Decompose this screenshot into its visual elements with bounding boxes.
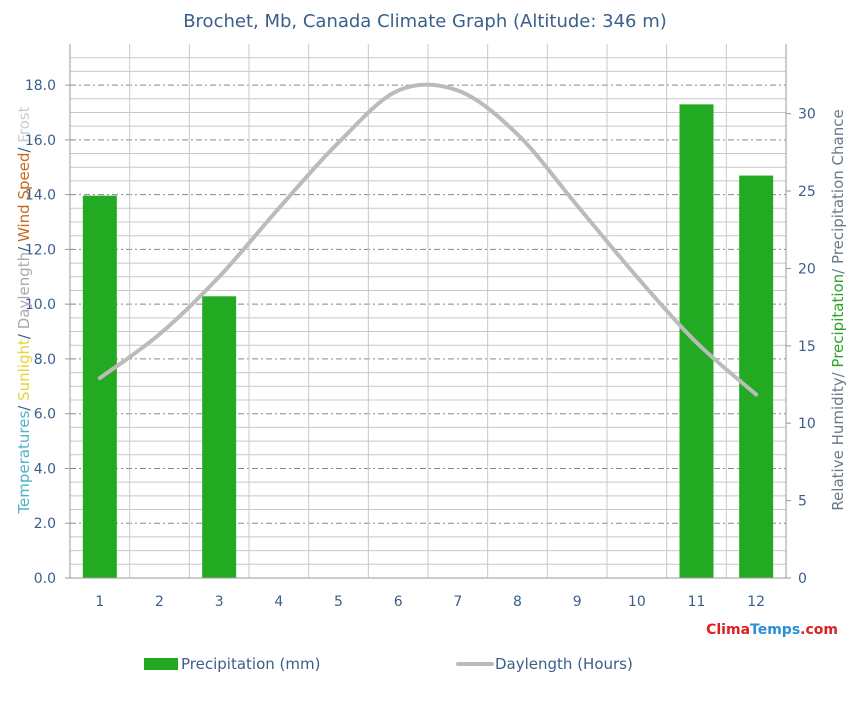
brand-logo: ClimaTemps.com xyxy=(706,622,838,638)
left-tick-label: 16.0 xyxy=(25,133,56,149)
axis-label-part: Daylength xyxy=(15,252,33,329)
x-tick-label: 3 xyxy=(215,594,224,610)
right-tick-label: 20 xyxy=(798,261,816,277)
brand-part: Clima xyxy=(706,622,750,638)
axes xyxy=(69,44,787,579)
left-tick-label: 14.0 xyxy=(25,188,56,204)
legend-swatch-precipitation xyxy=(144,658,178,670)
axis-label-part: Precipitation xyxy=(829,274,847,368)
x-tick-label: 10 xyxy=(628,594,646,610)
axis-label-part: Precipitation Chance xyxy=(829,109,847,264)
axis-label-part: / xyxy=(15,143,33,153)
left-tick-label: 2.0 xyxy=(34,516,56,532)
right-tick-label: 10 xyxy=(798,416,816,432)
brand-text: ClimaTemps.com xyxy=(706,622,838,638)
daylength-line-group xyxy=(97,82,759,397)
left-tick-label: 0.0 xyxy=(34,571,56,587)
axis-label-part: / xyxy=(15,329,33,339)
x-tick-label: 5 xyxy=(334,594,343,610)
x-tick-label: 4 xyxy=(274,594,283,610)
left-axis-label: Temperatures/ Sunlight/ Daylength/ Wind … xyxy=(15,106,33,514)
right-axis-ticks: 0 5 10 15 20 25 30 xyxy=(786,107,816,587)
axis-label-part: Temperatures xyxy=(15,411,33,515)
axis-label-part: Frost xyxy=(15,106,33,142)
precipitation-bar xyxy=(82,195,117,578)
x-tick-label: 9 xyxy=(573,594,582,610)
legend-label-precipitation: Precipitation (mm) xyxy=(181,655,320,673)
left-tick-label: 12.0 xyxy=(25,242,56,258)
right-tick-label: 15 xyxy=(798,339,816,355)
axis-label-part: / xyxy=(15,242,33,252)
x-tick-label: 7 xyxy=(453,594,462,610)
right-tick-label: 0 xyxy=(798,571,807,587)
x-tick-label: 1 xyxy=(95,594,104,610)
legend-label-daylength: Daylength (Hours) xyxy=(495,655,633,673)
grid xyxy=(70,44,786,578)
left-tick-label: 4.0 xyxy=(34,461,56,477)
x-tick-label: 11 xyxy=(688,594,706,610)
precipitation-bar xyxy=(202,296,237,578)
axis-label-part: Sunlight xyxy=(15,339,33,401)
right-tick-label: 25 xyxy=(798,184,816,200)
legend: Precipitation (mm) Daylength (Hours) xyxy=(144,655,633,673)
axis-label-part: Relative Humidity xyxy=(829,377,847,510)
left-tick-label: 8.0 xyxy=(34,352,56,368)
x-tick-label: 6 xyxy=(394,594,403,610)
x-tick-label: 8 xyxy=(513,594,522,610)
x-tick-label: 2 xyxy=(155,594,164,610)
x-tick-label: 12 xyxy=(747,594,765,610)
left-axis-ticks: 0.0 2.0 4.0 6.0 8.0 10.0 12.0 14.0 16.0 18.0 xyxy=(25,78,70,587)
brand-part: Temps xyxy=(750,622,800,638)
right-axis-label: Relative Humidity/ Precipitation/ Precip… xyxy=(829,109,847,510)
daylength-line xyxy=(97,82,759,397)
x-axis-ticks: 1 2 3 4 5 6 7 8 9 10 11 12 xyxy=(95,594,765,610)
right-tick-label: 30 xyxy=(798,107,816,123)
left-tick-label: 18.0 xyxy=(25,78,56,94)
brand-part: .com xyxy=(800,622,838,638)
axis-label-part: / xyxy=(15,401,33,411)
precipitation-bar xyxy=(739,175,774,578)
axis-label-part: / xyxy=(829,368,847,378)
chart-title: Brochet, Mb, Canada Climate Graph (Altit… xyxy=(183,11,667,32)
left-tick-label: 10.0 xyxy=(25,297,56,313)
axis-label-part: / xyxy=(829,264,847,274)
left-tick-label: 6.0 xyxy=(34,407,56,423)
axis-label-part: Wind Speed xyxy=(15,153,33,243)
right-tick-label: 5 xyxy=(798,494,807,510)
